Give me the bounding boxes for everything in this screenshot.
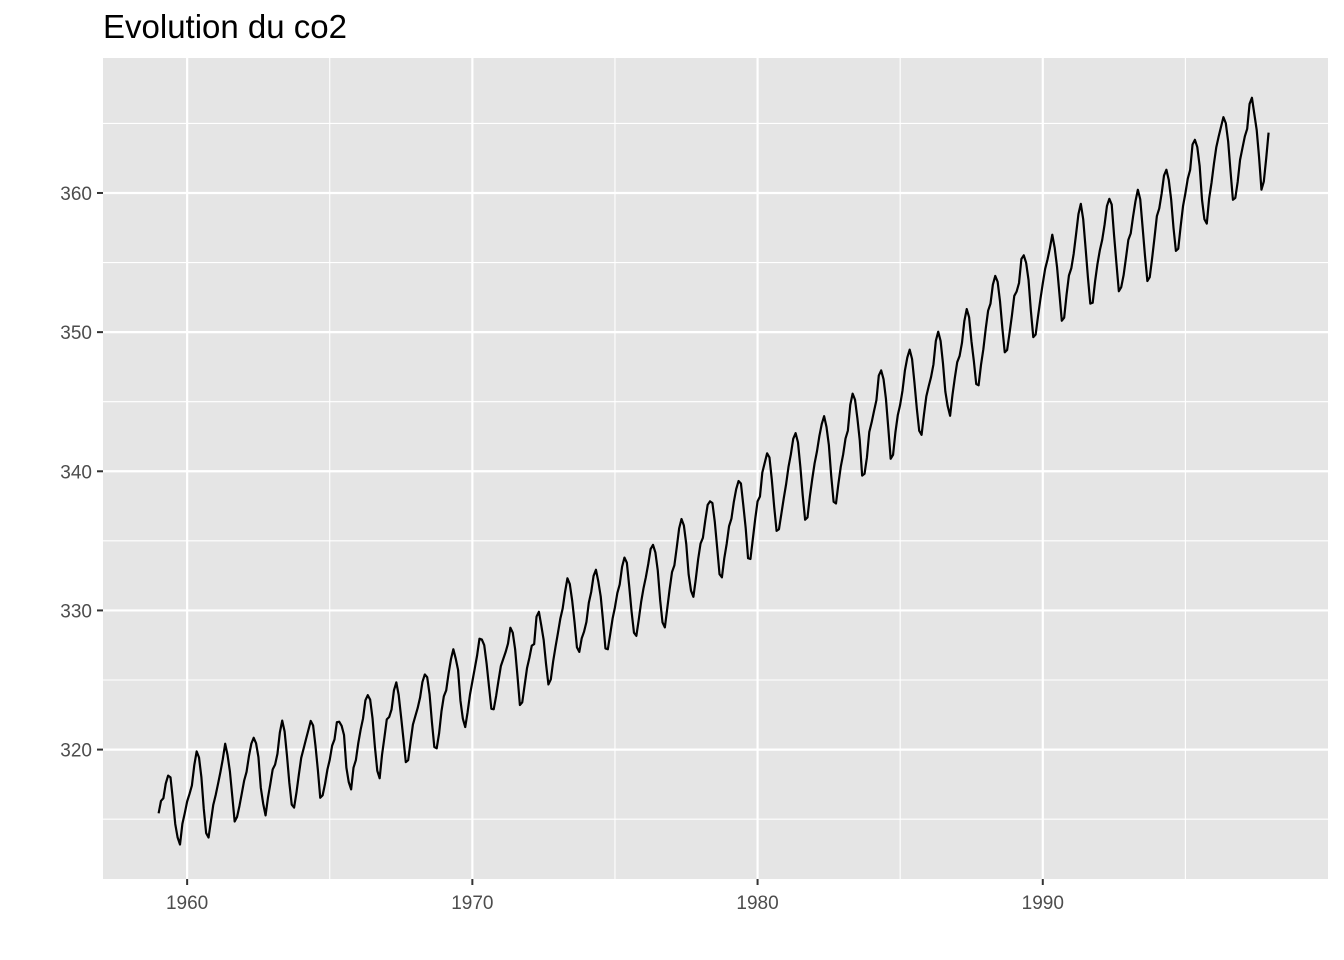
plot-panel [103,58,1328,879]
x-tick-label: 1970 [451,893,493,914]
y-tick-label: 360 [60,184,92,205]
major-grid [103,58,1328,879]
co2-series-line [157,96,1270,846]
y-tick-label: 330 [60,601,92,622]
y-axis: 320 330 340 350 360 [60,184,103,762]
x-axis: 1960 1970 1980 1990 [166,879,1064,914]
x-tick-label: 1960 [166,893,208,914]
x-tick-label: 1990 [1022,893,1064,914]
x-tick-label: 1980 [736,893,778,914]
y-tick-label: 340 [60,462,92,483]
y-tick-label: 320 [60,741,92,762]
y-tick-label: 350 [60,323,92,344]
series-layer [157,96,1270,846]
chart-title: Evolution du co2 [103,8,348,45]
